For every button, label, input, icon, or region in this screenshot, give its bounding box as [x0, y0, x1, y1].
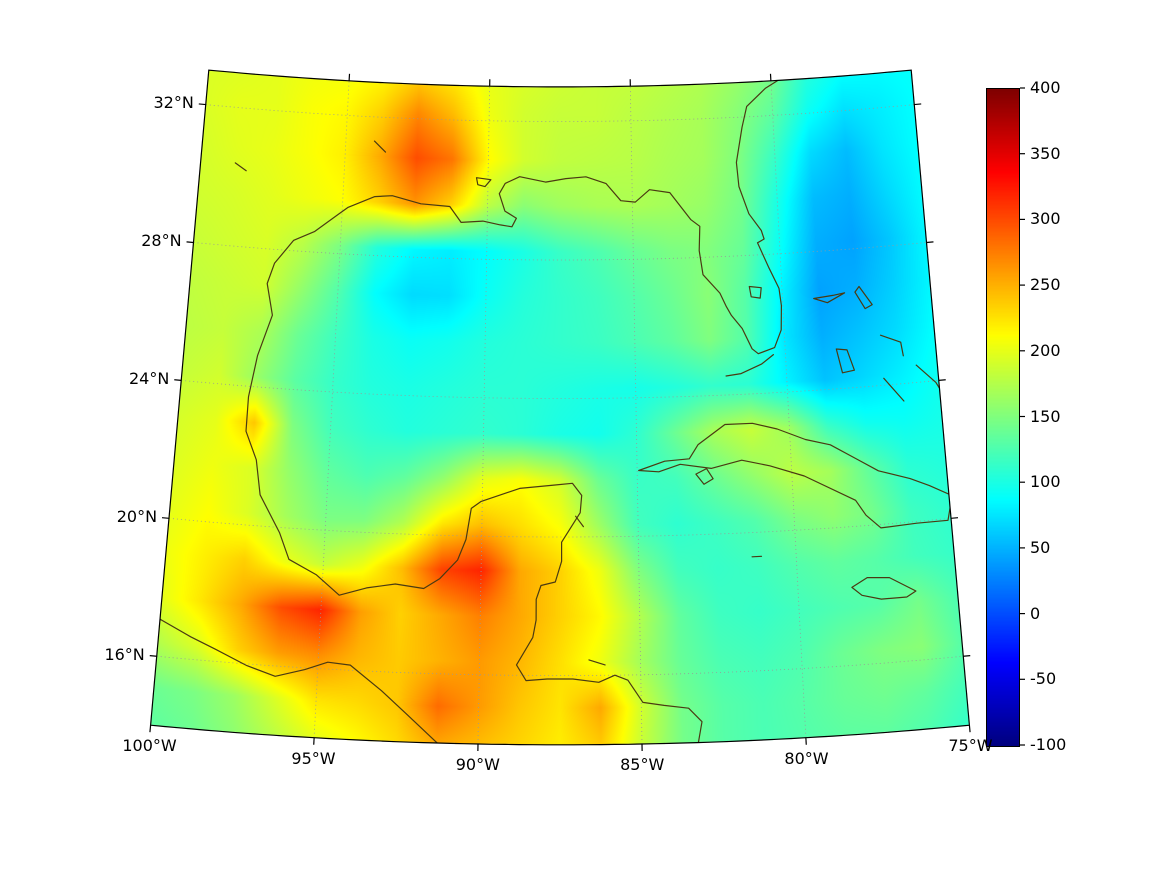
map-clipped-layer [150, 72, 970, 745]
tick-mark-right [926, 241, 934, 244]
tick-mark-bottom [968, 725, 971, 733]
tick-mark-left [198, 103, 206, 106]
gridline-parallel [168, 517, 952, 538]
coastline-path [638, 422, 953, 529]
coastline-path [813, 292, 846, 304]
coastline-path [575, 515, 584, 528]
coastline-path [245, 72, 791, 745]
gridline-meridian [770, 80, 807, 738]
coastline-path [854, 285, 873, 310]
map-boundary [149, 69, 971, 746]
tick-mark-right [963, 655, 971, 657]
tick-mark-left [149, 655, 157, 657]
gridline-meridian [629, 86, 643, 745]
coastline-path [695, 468, 714, 485]
colorbar [986, 88, 1020, 747]
coastline-path [748, 285, 762, 299]
tick-mark-right [950, 517, 959, 519]
tick-mark-bottom [149, 725, 152, 733]
tick-mark-left [174, 379, 182, 381]
coastline-path [961, 572, 970, 576]
gridline-parallel [156, 655, 964, 676]
coastline-path [751, 555, 763, 558]
gridline-meridian [477, 86, 491, 745]
coastline-path [373, 140, 387, 153]
gridline-meridian [313, 80, 350, 738]
gridline-parallel [181, 380, 939, 399]
coastline-path [883, 377, 905, 402]
gridline-parallel [205, 104, 915, 122]
coastline-path [150, 613, 446, 745]
tick-mark-left [186, 241, 194, 244]
coastline-path [835, 348, 855, 374]
gridline-parallel [193, 242, 927, 261]
coastline-path [725, 354, 774, 377]
tick-mark-right [914, 103, 922, 106]
coastline-path [851, 577, 917, 600]
coastline-path [588, 659, 606, 666]
coastline-path [879, 334, 904, 357]
tick-mark-right [938, 379, 946, 381]
tick-mark-left [161, 517, 170, 519]
coastline-path [234, 162, 247, 172]
coastline-path [475, 177, 492, 188]
heatmap-canvas [150, 70, 970, 747]
coastline-path [956, 518, 970, 528]
